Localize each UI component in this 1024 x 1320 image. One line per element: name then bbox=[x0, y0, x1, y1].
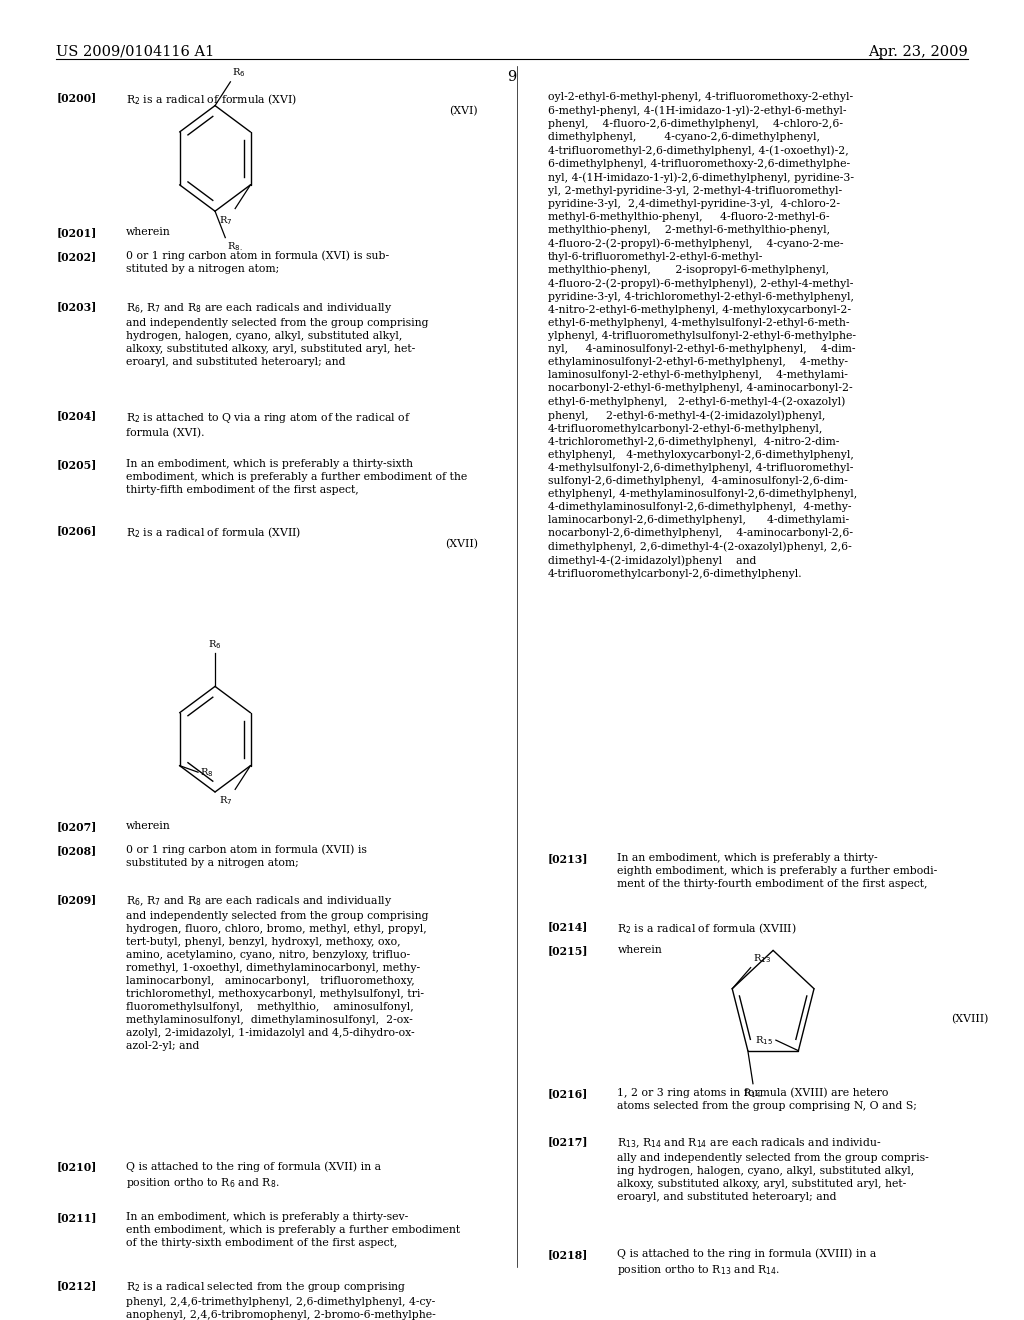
Text: wherein: wherein bbox=[126, 821, 171, 832]
Text: R$_2$ is attached to Q via a ring atom of the radical of
formula (XVI).: R$_2$ is attached to Q via a ring atom o… bbox=[126, 411, 411, 438]
Text: Q is attached to the ring of formula (XVII) in a
position ortho to R$_6$ and R$_: Q is attached to the ring of formula (XV… bbox=[126, 1162, 381, 1189]
Text: wherein: wherein bbox=[126, 227, 171, 238]
Text: In an embodiment, which is preferably a thirty-
eighth embodiment, which is pref: In an embodiment, which is preferably a … bbox=[617, 853, 938, 888]
Text: 9: 9 bbox=[507, 70, 517, 84]
Text: [0209]: [0209] bbox=[56, 894, 96, 904]
Text: In an embodiment, which is preferably a thirty-sev-
enth embodiment, which is pr: In an embodiment, which is preferably a … bbox=[126, 1212, 460, 1247]
Text: (XVI): (XVI) bbox=[450, 106, 478, 116]
Text: R$_2$ is a radical of formula (XVIII): R$_2$ is a radical of formula (XVIII) bbox=[617, 921, 797, 936]
Text: [0218]: [0218] bbox=[548, 1249, 588, 1259]
Text: oyl-2-ethyl-6-methyl-phenyl, 4-trifluoromethoxy-2-ethyl-
6-methyl-phenyl, 4-(1H-: oyl-2-ethyl-6-methyl-phenyl, 4-trifluoro… bbox=[548, 92, 857, 579]
Text: [0206]: [0206] bbox=[56, 525, 96, 536]
Text: wherein: wherein bbox=[617, 945, 663, 956]
Text: R$_6$, R$_7$ and R$_8$ are each radicals and individually
and independently sele: R$_6$, R$_7$ and R$_8$ are each radicals… bbox=[126, 894, 428, 1051]
Text: R$_{13}$: R$_{13}$ bbox=[753, 952, 771, 965]
Text: R$_{14.}$: R$_{14.}$ bbox=[743, 1088, 763, 1101]
Text: [0202]: [0202] bbox=[56, 251, 96, 261]
Text: R$_6$, R$_7$ and R$_8$ are each radicals and individually
and independently sele: R$_6$, R$_7$ and R$_8$ are each radicals… bbox=[126, 301, 428, 367]
Text: R$_{15}$: R$_{15}$ bbox=[755, 1034, 773, 1047]
Text: [0211]: [0211] bbox=[56, 1212, 97, 1222]
Text: [0212]: [0212] bbox=[56, 1280, 96, 1291]
Text: R$_6$: R$_6$ bbox=[208, 638, 222, 651]
Text: R$_2$ is a radical selected from the group comprising
phenyl, 2,4,6-trimethylphe: R$_2$ is a radical selected from the gro… bbox=[126, 1280, 435, 1320]
Text: [0208]: [0208] bbox=[56, 845, 96, 855]
Text: [0215]: [0215] bbox=[548, 945, 589, 956]
Text: [0214]: [0214] bbox=[548, 921, 588, 932]
Text: Apr. 23, 2009: Apr. 23, 2009 bbox=[868, 45, 968, 59]
Text: [0217]: [0217] bbox=[548, 1137, 589, 1147]
Text: 0 or 1 ring carbon atom in formula (XVII) is
substituted by a nitrogen atom;: 0 or 1 ring carbon atom in formula (XVII… bbox=[126, 845, 367, 869]
Text: R$_2$ is a radical of formula (XVII): R$_2$ is a radical of formula (XVII) bbox=[126, 525, 301, 540]
Text: R$_7$: R$_7$ bbox=[218, 795, 232, 808]
Text: [0203]: [0203] bbox=[56, 301, 96, 312]
Text: [0205]: [0205] bbox=[56, 459, 96, 470]
Text: R$_7$: R$_7$ bbox=[218, 214, 232, 227]
Text: (XVIII): (XVIII) bbox=[951, 1014, 988, 1024]
Text: [0207]: [0207] bbox=[56, 821, 96, 832]
Text: R$_6$: R$_6$ bbox=[232, 66, 246, 79]
Text: R$_8$: R$_8$ bbox=[200, 766, 214, 779]
Text: [0216]: [0216] bbox=[548, 1088, 588, 1098]
Text: (XVII): (XVII) bbox=[445, 539, 478, 549]
Text: R$_{8.}$: R$_{8.}$ bbox=[227, 240, 243, 253]
Text: [0210]: [0210] bbox=[56, 1162, 96, 1172]
Text: 0 or 1 ring carbon atom in formula (XVI) is sub-
stituted by a nitrogen atom;: 0 or 1 ring carbon atom in formula (XVI)… bbox=[126, 251, 389, 275]
Text: In an embodiment, which is preferably a thirty-sixth
embodiment, which is prefer: In an embodiment, which is preferably a … bbox=[126, 459, 467, 495]
Text: [0200]: [0200] bbox=[56, 92, 96, 103]
Text: [0204]: [0204] bbox=[56, 411, 96, 421]
Text: US 2009/0104116 A1: US 2009/0104116 A1 bbox=[56, 45, 215, 59]
Text: [0213]: [0213] bbox=[548, 853, 589, 863]
Text: Q is attached to the ring in formula (XVIII) in a
position ortho to R$_{13}$ and: Q is attached to the ring in formula (XV… bbox=[617, 1249, 877, 1276]
Text: R$_{13}$, R$_{14}$ and R$_{14}$ are each radicals and individu-
ally and indepen: R$_{13}$, R$_{14}$ and R$_{14}$ are each… bbox=[617, 1137, 929, 1203]
Text: 1, 2 or 3 ring atoms in formula (XVIII) are hetero
atoms selected from the group: 1, 2 or 3 ring atoms in formula (XVIII) … bbox=[617, 1088, 918, 1111]
Text: [0201]: [0201] bbox=[56, 227, 96, 238]
Text: R$_2$ is a radical of formula (XVI): R$_2$ is a radical of formula (XVI) bbox=[126, 92, 297, 107]
